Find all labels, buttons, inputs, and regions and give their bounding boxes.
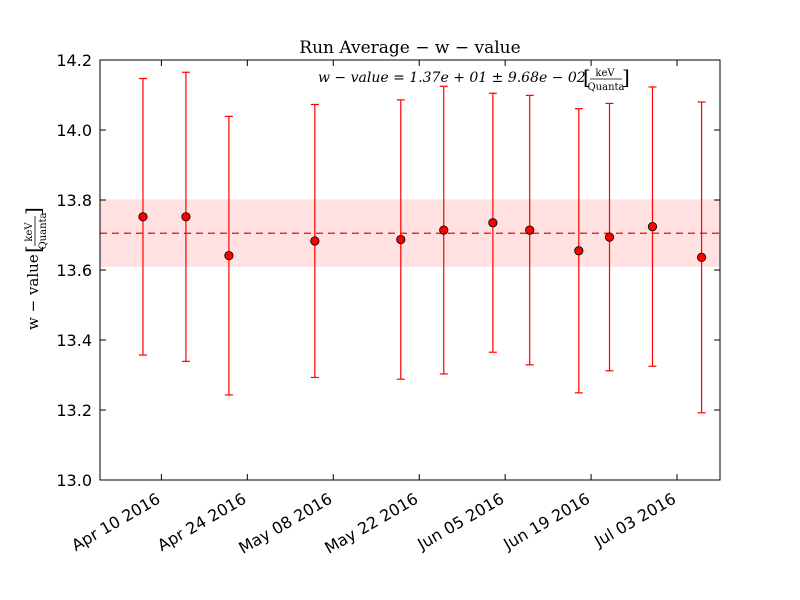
y-axis-label: w − value [ keV Quanta ] [21, 207, 49, 330]
annotation-unit-numerator: keV [595, 68, 615, 79]
y-axis: 13.0 13.2 13.4 13.6 13.8 14.0 14.2 [56, 51, 720, 490]
fit-annotation: w − value = 1.37e + 01 ± 9.68e − 02 [ ke… [318, 65, 630, 93]
data-point [604, 232, 615, 242]
data-point [525, 225, 535, 235]
x-tick-label: Jun 19 2016 [499, 489, 593, 554]
y-tick-label: 14.2 [56, 51, 92, 70]
annotation-unit-right-bracket: ] [622, 65, 630, 89]
y-axis-label-main: w − value [24, 254, 42, 330]
y-axis-label-left-bracket: [ [21, 245, 45, 253]
x-tick-label: Jun 05 2016 [413, 489, 507, 554]
y-tick-label: 13.8 [56, 191, 92, 210]
x-tick-label: May 22 2016 [321, 489, 421, 558]
data-point [396, 234, 406, 245]
data-point [488, 218, 498, 228]
data-point [574, 246, 584, 256]
data-point [439, 225, 449, 235]
y-tick-label: 14.0 [56, 121, 92, 140]
data-point [181, 212, 191, 222]
data-point [696, 252, 707, 262]
y-axis-label-right-bracket: ] [21, 207, 45, 215]
data-point [647, 222, 658, 232]
data-point [224, 251, 234, 261]
data-point [310, 236, 320, 246]
y-tick-label: 13.2 [56, 401, 92, 420]
annotation-unit-denominator: Quanta [587, 82, 624, 93]
y-tick-label: 13.4 [56, 331, 92, 350]
annotation-unit-left-bracket: [ [583, 65, 591, 89]
plot-area [100, 60, 720, 480]
data-series [138, 71, 707, 414]
x-tick-label: Apr 24 2016 [154, 489, 249, 555]
mean-uncertainty-band [100, 199, 720, 267]
y-tick-label: 13.6 [56, 261, 92, 280]
y-tick-label: 13.0 [56, 471, 92, 490]
annotation-text: w − value = 1.37e + 01 ± 9.68e − 02 [318, 70, 586, 86]
x-tick-label: May 08 2016 [235, 489, 335, 558]
chart-title: Run Average − w − value [299, 38, 520, 58]
y-axis-label-unit-denominator: Quanta [38, 212, 49, 249]
x-tick-label: Jul 03 2016 [590, 489, 679, 551]
x-tick-label: Apr 10 2016 [68, 489, 163, 555]
data-point [138, 212, 148, 222]
y-axis-label-unit-numerator: keV [24, 222, 35, 242]
